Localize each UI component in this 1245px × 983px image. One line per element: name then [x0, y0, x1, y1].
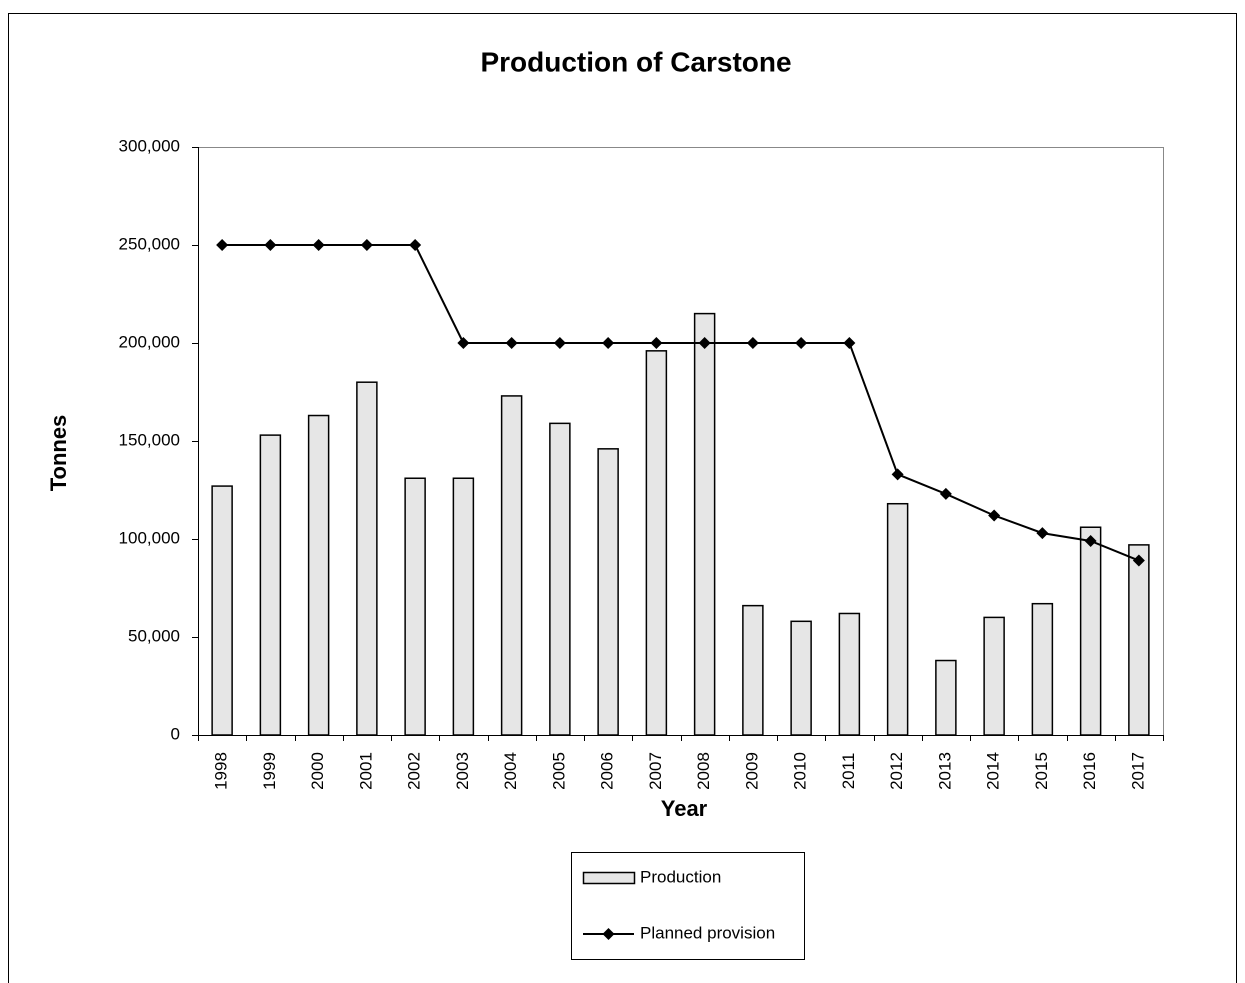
y-tick-label: 200,000	[119, 332, 180, 351]
marker	[216, 239, 229, 251]
bar	[1031, 602, 1054, 736]
marker	[939, 487, 952, 500]
x-tick-label: 2007	[646, 752, 665, 790]
y-tick-label: 50,000	[128, 626, 180, 645]
marker	[650, 337, 663, 349]
marker	[360, 239, 373, 251]
marker	[795, 337, 808, 349]
x-tick-label: 2016	[1080, 752, 1099, 790]
x-tick-label: 2000	[308, 752, 327, 790]
bar	[452, 477, 475, 736]
y-tick-label: 150,000	[119, 430, 180, 449]
bar	[549, 422, 571, 736]
line	[222, 244, 1140, 562]
marker	[988, 509, 1001, 522]
x-tick-label: 2011	[839, 753, 858, 790]
marker	[457, 337, 470, 349]
x-tick-label: 2012	[887, 752, 906, 790]
x-tick-label: 1998	[212, 752, 231, 790]
x-tick-label: 2010	[791, 752, 810, 790]
x-tick-label: 2002	[405, 752, 424, 790]
marker	[505, 337, 518, 349]
x-tick-label: 2006	[598, 752, 617, 790]
x-tick-label: 1999	[260, 752, 279, 790]
x-tick-label: 2005	[549, 752, 568, 790]
x-tick-label: 2013	[935, 752, 954, 790]
bar	[211, 485, 233, 736]
bar	[693, 312, 716, 736]
x-tick-label: 2001	[356, 752, 375, 790]
legend-swatch	[582, 871, 636, 885]
legend-label: Production	[640, 867, 721, 886]
marker	[698, 337, 711, 349]
legend-label: Planned provision	[640, 923, 775, 942]
y-axis-title: Tonnes	[46, 415, 71, 492]
x-axis-title: Year	[661, 796, 708, 821]
bar	[935, 659, 957, 736]
y-tick-label: 0	[171, 724, 180, 743]
bar	[790, 620, 812, 736]
bar	[259, 434, 282, 736]
chart-frame	[8, 13, 1237, 983]
x-tick-label: 2004	[501, 752, 520, 790]
marker	[843, 337, 856, 349]
bar	[742, 604, 764, 736]
legend-marker	[602, 928, 615, 940]
marker	[264, 239, 277, 251]
bar	[645, 350, 668, 736]
chart-title: Production of Carstone	[480, 46, 791, 77]
y-tick-label: 300,000	[119, 136, 180, 155]
x-tick-label: 2017	[1128, 752, 1147, 790]
bar	[1079, 526, 1102, 736]
marker	[1036, 527, 1049, 540]
bar	[1128, 544, 1150, 736]
bar	[597, 448, 619, 736]
marker	[409, 239, 422, 251]
bar	[356, 381, 378, 736]
y-tick-label: 250,000	[119, 234, 180, 253]
x-tick-label: 2009	[742, 752, 761, 790]
marker	[746, 337, 759, 349]
x-tick-label: 2008	[694, 752, 713, 790]
bar	[307, 414, 330, 736]
x-tick-label: 2003	[453, 752, 472, 790]
bar	[886, 502, 909, 736]
x-tick-label: 2014	[984, 752, 1003, 790]
x-tick-label: 2015	[1032, 752, 1051, 790]
bar	[500, 395, 523, 736]
bar	[838, 612, 861, 736]
legend-box	[571, 852, 805, 960]
marker	[891, 468, 904, 481]
marker	[312, 239, 325, 251]
marker	[553, 337, 566, 349]
bar	[983, 616, 1005, 736]
y-tick-label: 100,000	[119, 528, 180, 547]
marker	[602, 337, 615, 349]
marker	[1084, 534, 1097, 547]
bar	[404, 477, 426, 736]
marker	[1132, 554, 1145, 567]
